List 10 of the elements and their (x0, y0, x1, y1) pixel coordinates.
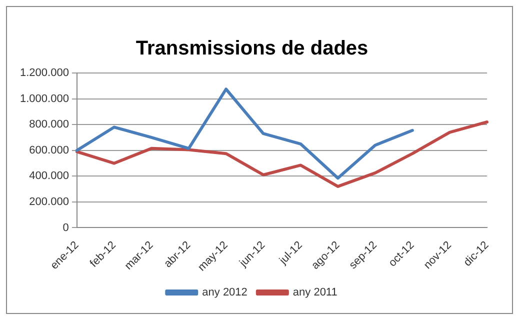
legend-label: any 2011 (292, 286, 338, 299)
legend-label: any 2012 (202, 286, 248, 299)
y-tick-label: 800.000 (29, 118, 69, 131)
y-tick-label: 1.000.000 (20, 92, 69, 105)
y-tick-label: 600.000 (29, 144, 69, 156)
y-tick-label: 1.200.000 (20, 67, 69, 80)
y-tick-label: 400.000 (29, 170, 69, 182)
y-tick-label: 0 (62, 222, 69, 234)
chart-title: Transmissions de dades (136, 38, 368, 60)
y-tick-label: 200.000 (29, 196, 69, 208)
